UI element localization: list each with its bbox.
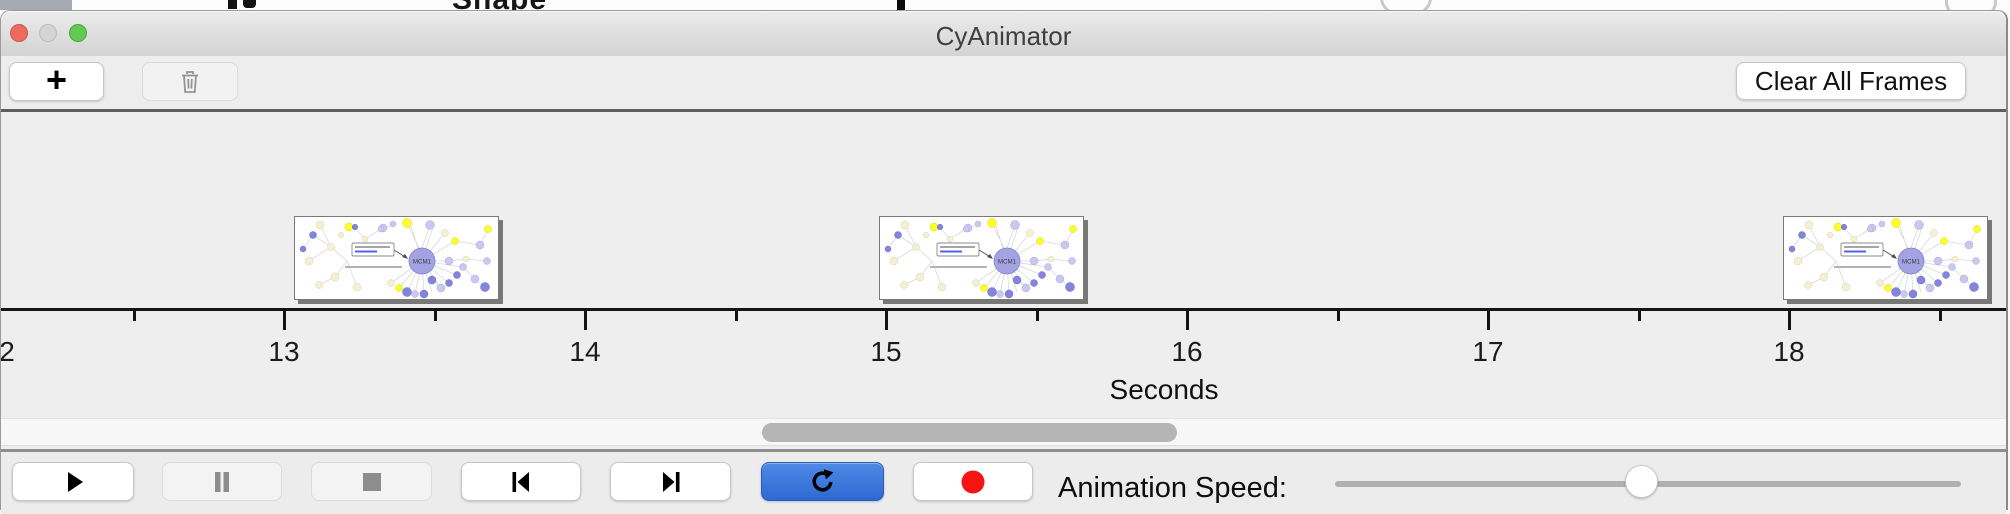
pause-button[interactable] [162,462,282,501]
animation-speed-label: Animation Speed: [1058,472,1287,505]
record-icon [960,469,986,495]
timeline-panel: 2 13 14 15 16 17 18 Seconds [1,112,2006,449]
horizontal-scrollbar[interactable] [1,418,2006,446]
skip-to-end-button[interactable] [610,462,731,501]
delete-frame-button[interactable] [142,62,238,101]
trash-icon [177,69,203,95]
network-thumbnail-image [295,217,498,299]
network-thumbnail-image [1784,217,1987,299]
minor-tick [434,309,437,321]
minor-tick [1939,309,1942,321]
background-glyph [228,0,237,9]
minor-tick [133,309,136,321]
window-title: CyAnimator [1,21,2006,52]
loop-button[interactable] [761,462,884,501]
speed-slider-thumb[interactable] [1625,465,1658,498]
cyanimator-window: CyAnimator + Clear All Frames [0,10,2008,510]
ruler-axis-line [1,308,2006,311]
major-tick [283,309,286,330]
scrollbar-thumb[interactable] [762,423,1177,442]
plus-icon: + [46,62,67,98]
pause-icon [209,469,235,495]
minor-tick [735,309,738,321]
add-frame-button[interactable]: + [9,62,104,101]
tick-label: 17 [1472,336,1503,368]
frame-thumbnail-3[interactable] [1783,216,1988,300]
major-tick [885,309,888,330]
background-sketch-arc [1945,0,1997,10]
major-tick [584,309,587,330]
minor-tick [1638,309,1641,321]
tick-label: 18 [1773,336,1804,368]
skip-end-icon [658,469,684,495]
clear-all-frames-button[interactable]: Clear All Frames [1736,62,1966,100]
frame-thumbnail-1[interactable] [294,216,499,300]
tick-label: 13 [268,336,299,368]
background-shape-label: Shape [452,0,547,10]
skip-start-icon [508,469,534,495]
axis-label: Seconds [1110,374,1219,406]
tick-label: 14 [569,336,600,368]
background-glyph [243,0,256,8]
skip-to-start-button[interactable] [461,462,581,501]
toolbar: + Clear All Frames [1,56,2006,112]
record-button[interactable] [913,462,1033,501]
playback-controls: Animation Speed: [1,449,2006,514]
minor-tick [1036,309,1039,321]
tick-label: 2 [1,336,15,368]
stop-icon [359,469,385,495]
background-app-strip: Shape [0,0,2010,10]
tick-label: 15 [870,336,901,368]
minor-tick [1337,309,1340,321]
background-sketch-arc [1380,0,1432,10]
tick-label: 16 [1171,336,1202,368]
play-icon [60,469,86,495]
play-button[interactable] [12,462,134,501]
background-panel-fragment [0,0,72,10]
window-titlebar[interactable]: CyAnimator [1,11,2006,57]
loop-icon [809,468,836,495]
major-tick [1788,309,1791,330]
major-tick [1186,309,1189,330]
background-glyph [897,0,905,10]
frame-thumbnail-2[interactable] [879,216,1084,300]
major-tick [1487,309,1490,330]
stop-button[interactable] [311,462,432,501]
network-thumbnail-image [880,217,1083,299]
